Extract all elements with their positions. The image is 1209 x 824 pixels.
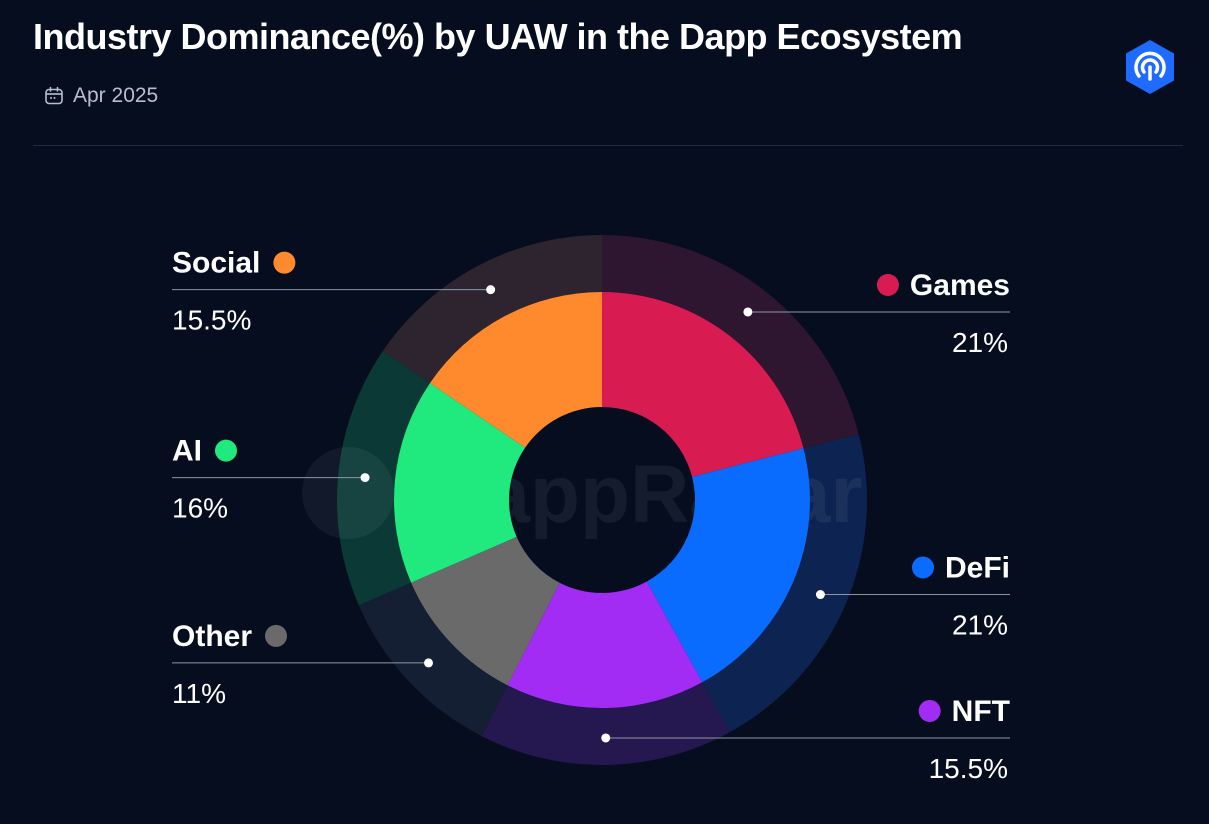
pie-slice-defi xyxy=(646,448,810,683)
value-ai: 16% xyxy=(172,493,228,524)
calendar-icon xyxy=(45,86,63,105)
slice-labels: Games 21% DeFi 21% NFT 15.5% Other 11% AI 16% Soci… xyxy=(172,247,1010,784)
watermark-logo-icon xyxy=(302,447,394,539)
leader-dot-nft xyxy=(601,733,611,743)
pie-slice-other xyxy=(411,536,560,686)
outer-ring-segment-nft xyxy=(481,682,730,765)
value-games: 21% xyxy=(952,327,1008,358)
legend-dot-other xyxy=(265,624,288,647)
leader-dot-social xyxy=(486,285,496,295)
leader-dot-games xyxy=(743,307,753,317)
label-games: Games xyxy=(910,269,1010,302)
legend-dot-social xyxy=(273,251,296,274)
outer-ring-segment-social xyxy=(382,235,602,384)
legend-dot-ai xyxy=(215,439,237,462)
pie-slice-ai xyxy=(394,383,526,583)
label-nft: NFT xyxy=(952,695,1010,728)
label-other: Other xyxy=(172,620,252,653)
legend-dot-nft xyxy=(918,699,941,722)
label-social: Social xyxy=(172,247,260,280)
leader-dot-other xyxy=(424,658,434,668)
date-row: Apr 2025 xyxy=(44,84,158,108)
label-defi: DeFi xyxy=(945,552,1010,585)
dappradar-logo-icon xyxy=(1126,40,1174,94)
header-divider xyxy=(33,145,1183,146)
inner-pie xyxy=(394,292,810,708)
label-ai: AI xyxy=(172,435,202,468)
value-nft: 15.5% xyxy=(929,753,1008,784)
value-other: 11% xyxy=(172,678,226,709)
legend-dot-games xyxy=(876,273,899,296)
pie-slice-social xyxy=(429,292,602,448)
outer-ring-segment-other xyxy=(358,582,508,737)
pie-slice-nft xyxy=(507,581,703,708)
outer-ring-segment-ai xyxy=(337,351,430,606)
pie-slice-games xyxy=(602,292,804,477)
legend-dot-defi xyxy=(911,556,934,579)
date-label: Apr 2025 xyxy=(73,84,159,107)
outer-ring xyxy=(337,235,867,765)
value-social: 15.5% xyxy=(172,305,251,336)
outer-ring-segment-defi xyxy=(702,434,867,733)
value-defi: 21% xyxy=(952,610,1008,641)
outer-ring-segment-games xyxy=(602,235,859,449)
leader-dot-ai xyxy=(360,473,370,483)
chart-title: Industry Dominance(%) by UAW in the Dapp… xyxy=(33,16,963,57)
leader-dot-defi xyxy=(815,590,825,600)
